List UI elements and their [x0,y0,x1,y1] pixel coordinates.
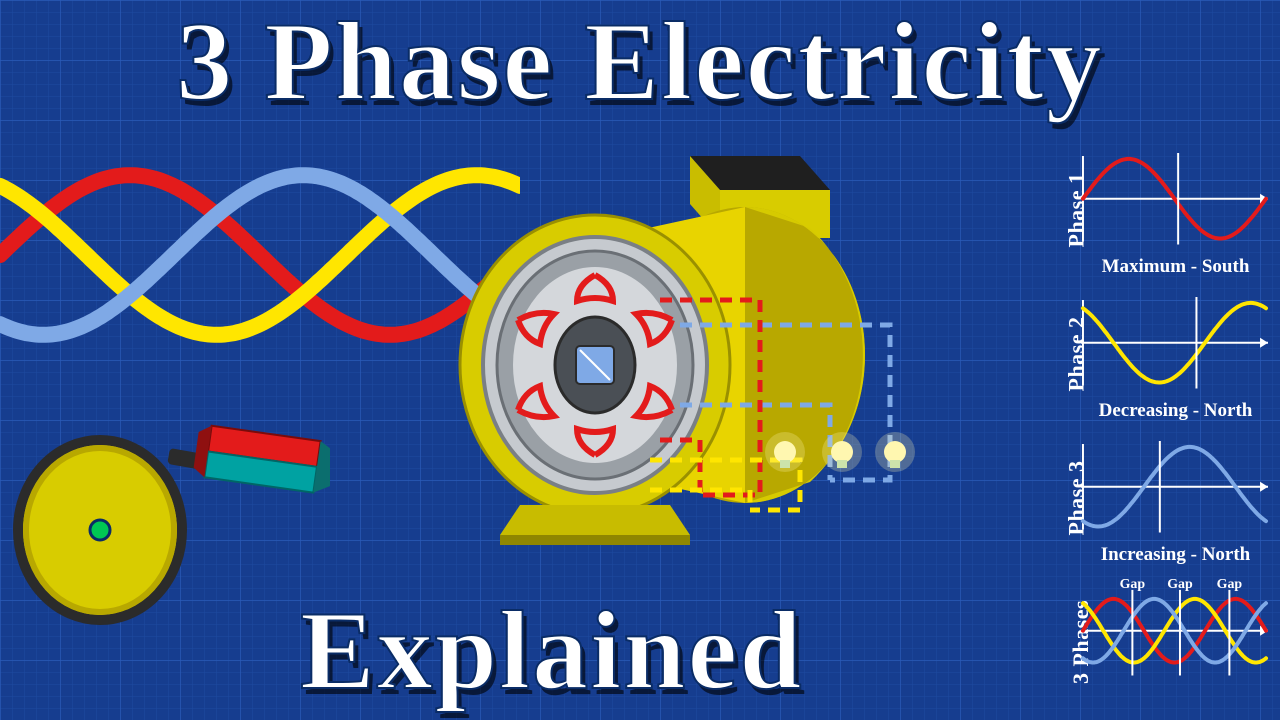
crank-assembly [10,410,330,630]
panel-combined: 3 Phases GapGapGap [1035,572,1280,712]
phase3-mini-chart [1075,432,1274,541]
panel-caption: Maximum - South [1075,256,1276,278]
phase-sidebar: Phase 1 Maximum - South Phase 2 Decreasi… [1035,140,1280,720]
svg-text:Gap: Gap [1217,577,1243,592]
panel-phase-2: Phase 2 Decreasing - North [1035,284,1280,424]
svg-text:Gap: Gap [1120,577,1146,592]
main-title: 3 Phase Electricity [0,6,1280,118]
combined-mini-chart: Gap Gap Gap [1075,576,1274,685]
generator-illustration [330,150,970,580]
subtitle: Explained [300,587,804,716]
panel-phase-3: Phase 3 Increasing - North [1035,428,1280,568]
bulb-icon [765,432,915,472]
svg-text:Gap: Gap [1167,577,1193,592]
panel-caption: Increasing - North [1075,544,1276,566]
phase1-mini-chart [1075,144,1274,253]
panel-phase-1: Phase 1 Maximum - South [1035,140,1280,280]
stage: Phase 1 Maximum - South Phase 2 Decreasi… [0,0,1280,720]
panel-caption: Decreasing - North [1075,400,1276,422]
phase2-mini-chart [1075,288,1274,397]
